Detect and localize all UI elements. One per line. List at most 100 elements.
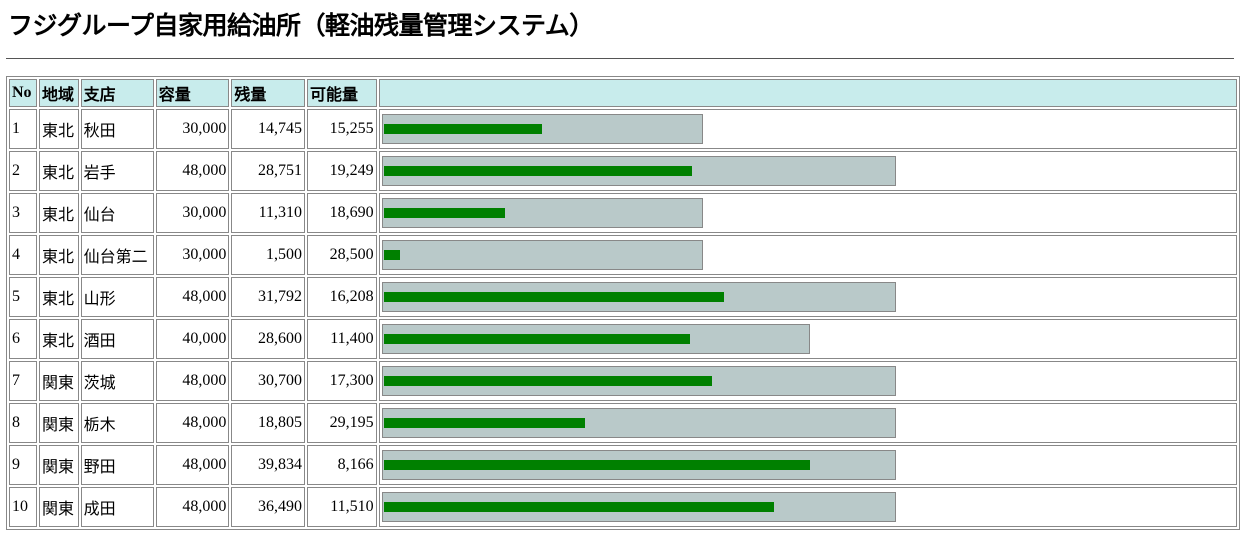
column-header: No [9,79,37,107]
number-cell: 14,745 [231,109,305,149]
text-cell: 3 [9,193,37,233]
number-cell: 18,805 [231,403,305,443]
column-header: 容量 [155,79,230,107]
number-cell: 39,834 [231,445,305,485]
remaining-bar [383,166,692,176]
number-cell: 19,249 [306,151,377,191]
number-cell: 40,000 [155,319,230,359]
text-cell: 東北 [38,151,79,191]
capacity-bar [381,198,703,228]
text-cell: 2 [9,151,37,191]
bar-cell [378,193,1237,233]
number-cell: 48,000 [155,487,230,527]
number-cell: 29,195 [306,403,377,443]
text-cell: 酒田 [80,319,154,359]
text-cell: 10 [9,487,37,527]
text-cell: 岩手 [80,151,154,191]
text-cell: 7 [9,361,37,401]
number-cell: 48,000 [155,445,230,485]
text-cell: 関東 [38,445,79,485]
text-cell: 茨城 [80,361,154,401]
capacity-bar [381,366,896,396]
text-cell: 栃木 [80,403,154,443]
bar-cell [378,403,1237,443]
remaining-bar [383,208,505,218]
number-cell: 30,700 [231,361,305,401]
page-title: フジグループ自家用給油所（軽油残量管理システム） [8,11,594,40]
number-cell: 30,000 [155,109,230,149]
column-header: 地域 [38,79,79,107]
remaining-bar [383,334,690,344]
number-cell: 8,166 [306,445,377,485]
capacity-bar [381,324,810,354]
table-row: 8 関東 栃木 48,000 18,805 29,195 [9,403,1237,443]
number-cell: 28,500 [306,235,377,275]
table-row: 4 東北 仙台第二 30,000 1,500 28,500 [9,235,1237,275]
text-cell: 東北 [38,193,79,233]
capacity-bar [381,156,896,186]
remaining-bar [383,376,713,386]
remaining-bar [383,250,400,260]
column-header: 可能量 [306,79,377,107]
bar-cell [378,487,1237,527]
column-header: 残量 [231,79,305,107]
text-cell: 6 [9,319,37,359]
column-header: 支店 [80,79,154,107]
text-cell: 秋田 [80,109,154,149]
number-cell: 16,208 [306,277,377,317]
bar-cell [378,109,1237,149]
text-cell: 仙台 [80,193,154,233]
text-cell: 関東 [38,487,79,527]
remaining-bar [383,418,585,428]
header-row: No 地域 支店 容量 残量 可能量 [9,79,1237,107]
capacity-bar [381,408,896,438]
capacity-bar [381,450,896,480]
text-cell: 野田 [80,445,154,485]
bar-cell [378,277,1237,317]
text-cell: 4 [9,235,37,275]
bar-cell [378,361,1237,401]
bar-header [378,79,1237,107]
text-cell: 東北 [38,319,79,359]
text-cell: 山形 [80,277,154,317]
number-cell: 48,000 [155,151,230,191]
number-cell: 48,000 [155,361,230,401]
number-cell: 1,500 [231,235,305,275]
number-cell: 11,310 [231,193,305,233]
bar-cell [378,445,1237,485]
tank-table: No 地域 支店 容量 残量 可能量 1 東北 秋田 30,000 14,745 15,255 2 東北岩… [6,76,1240,530]
table-row: 9 関東 野田 48,000 39,834 8,166 [9,445,1237,485]
capacity-bar [381,114,703,144]
capacity-bar [381,492,896,522]
number-cell: 28,751 [231,151,305,191]
number-cell: 11,400 [306,319,377,359]
text-cell: 5 [9,277,37,317]
table-row: 3 東北 仙台 30,000 11,310 18,690 [9,193,1237,233]
bar-cell [378,151,1237,191]
number-cell: 36,490 [231,487,305,527]
number-cell: 30,000 [155,193,230,233]
number-cell: 18,690 [306,193,377,233]
remaining-bar [383,124,542,134]
text-cell: 仙台第二 [80,235,154,275]
remaining-bar [383,502,775,512]
text-cell: 関東 [38,403,79,443]
bar-cell [378,235,1237,275]
number-cell: 48,000 [155,403,230,443]
text-cell: 東北 [38,277,79,317]
table-row: 1 東北 秋田 30,000 14,745 15,255 [9,109,1237,149]
text-cell: 1 [9,109,37,149]
number-cell: 17,300 [306,361,377,401]
number-cell: 30,000 [155,235,230,275]
text-cell: 東北 [38,109,79,149]
number-cell: 31,792 [231,277,305,317]
number-cell: 15,255 [306,109,377,149]
table-row: 10 関東 成田 48,000 36,490 11,510 [9,487,1237,527]
number-cell: 11,510 [306,487,377,527]
number-cell: 48,000 [155,277,230,317]
bar-cell [378,319,1237,359]
table-row: 6 東北 酒田 40,000 28,600 11,400 [9,319,1237,359]
remaining-bar [383,460,811,470]
text-cell: 8 [9,403,37,443]
